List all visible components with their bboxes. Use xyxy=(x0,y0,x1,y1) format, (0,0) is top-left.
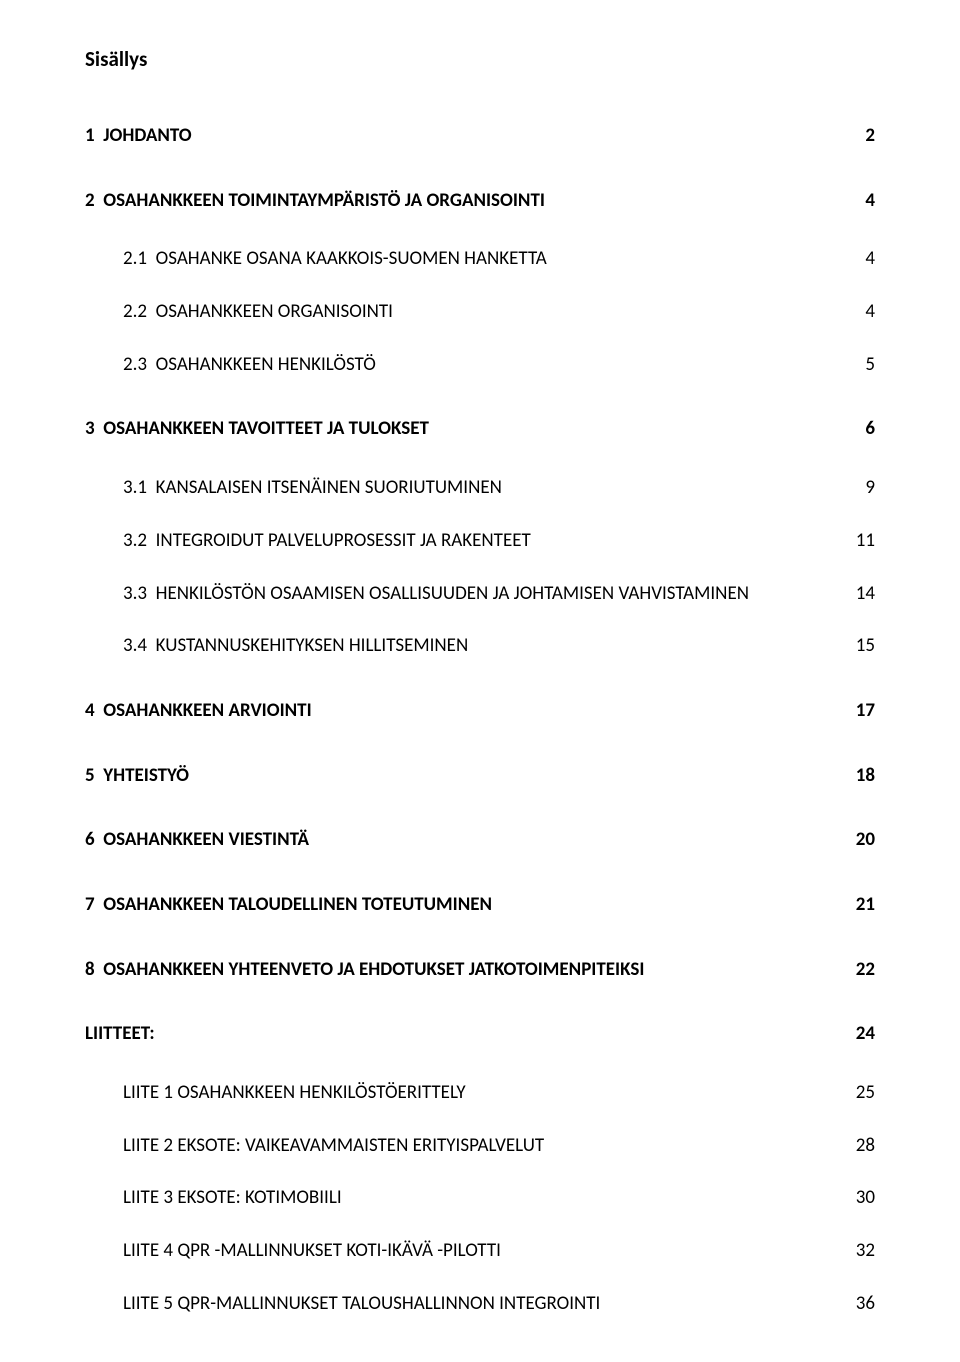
toc-label: 3.2 INTEGROIDUT PALVELUPROSESSIT JA RAKE… xyxy=(123,529,531,554)
toc-page-number: 28 xyxy=(836,1134,875,1159)
toc-entry: 3.3 HENKILÖSTÖN OSAAMISEN OSALLISUUDEN J… xyxy=(85,582,875,607)
toc-page-number: 9 xyxy=(845,476,875,501)
toc-label: LIITE 2 EKSOTE: VAIKEAVAMMAISTEN ERITYIS… xyxy=(123,1134,544,1159)
toc-entry: 2.2 OSAHANKKEEN ORGANISOINTI 4 xyxy=(85,300,875,325)
toc-page-number: 2 xyxy=(845,124,875,149)
toc-entry: 3 OSAHANKKEEN TAVOITTEET JA TULOKSET 6 xyxy=(85,417,875,442)
toc-label: 1 JOHDANTO xyxy=(85,124,192,149)
toc-page-number: 18 xyxy=(836,764,875,789)
toc-page-number: 21 xyxy=(836,893,875,918)
toc-page-number: 25 xyxy=(836,1081,875,1106)
toc-page-number: 30 xyxy=(836,1186,875,1211)
toc-page-number: 14 xyxy=(836,582,875,607)
toc-page-number: 4 xyxy=(845,247,875,272)
toc-entry: LIITE 5 QPR-MALLINNUKSET TALOUSHALLINNON… xyxy=(85,1292,875,1317)
toc-entry: 2 OSAHANKKEEN TOIMINTAYMPÄRISTÖ JA ORGAN… xyxy=(85,189,875,214)
toc-entry: 4 OSAHANKKEEN ARVIOINTI 17 xyxy=(85,699,875,724)
toc-entry: 2.3 OSAHANKKEEN HENKILÖSTÖ 5 xyxy=(85,353,875,378)
toc-label: 2 OSAHANKKEEN TOIMINTAYMPÄRISTÖ JA ORGAN… xyxy=(85,189,545,214)
toc-label: 3.4 KUSTANNUSKEHITYKSEN HILLITSEMINEN xyxy=(123,634,468,659)
toc-page-number: 36 xyxy=(836,1292,875,1317)
toc-entry: LIITTEET: 24 xyxy=(85,1022,875,1047)
toc-entry: 3.1 KANSALAISEN ITSENÄINEN SUORIUTUMINEN… xyxy=(85,476,875,501)
toc-label: LIITE 4 QPR -MALLINNUKSET KOTI-IKÄVÄ -PI… xyxy=(123,1239,501,1264)
toc-page-number: 20 xyxy=(836,828,875,853)
toc-label: LIITE 5 QPR-MALLINNUKSET TALOUSHALLINNON… xyxy=(123,1292,600,1317)
toc-entry: 5 YHTEISTYÖ 18 xyxy=(85,764,875,789)
toc-label: 3 OSAHANKKEEN TAVOITTEET JA TULOKSET xyxy=(85,417,429,442)
toc-page-number: 22 xyxy=(836,958,875,983)
toc-entry: LIITE 4 QPR -MALLINNUKSET KOTI-IKÄVÄ -PI… xyxy=(85,1239,875,1264)
toc-label: 2.3 OSAHANKKEEN HENKILÖSTÖ xyxy=(123,353,376,378)
toc-page-number: 24 xyxy=(836,1022,875,1047)
toc-page-number: 4 xyxy=(845,189,875,214)
toc-entry: 2.1 OSAHANKE OSANA KAAKKOIS-SUOMEN HANKE… xyxy=(85,247,875,272)
toc-page-number: 11 xyxy=(836,529,875,554)
toc-entry: 3.4 KUSTANNUSKEHITYKSEN HILLITSEMINEN 15 xyxy=(85,634,875,659)
toc-entry: LIITE 1 OSAHANKKEEN HENKILÖSTÖERITTELY 2… xyxy=(85,1081,875,1106)
toc-page-number: 4 xyxy=(845,300,875,325)
toc-label: 3.1 KANSALAISEN ITSENÄINEN SUORIUTUMINEN xyxy=(123,476,502,501)
toc-entry: 1 JOHDANTO 2 xyxy=(85,124,875,149)
toc-page-number: 5 xyxy=(845,353,875,378)
toc-label: 2.2 OSAHANKKEEN ORGANISOINTI xyxy=(123,300,393,325)
toc-entry: LIITE 2 EKSOTE: VAIKEAVAMMAISTEN ERITYIS… xyxy=(85,1134,875,1159)
toc-page-number: 6 xyxy=(845,417,875,442)
toc-label: 2.1 OSAHANKE OSANA KAAKKOIS-SUOMEN HANKE… xyxy=(123,247,547,272)
toc-label: LIITE 3 EKSOTE: KOTIMOBIILI xyxy=(123,1186,342,1211)
toc-page-number: 15 xyxy=(836,634,875,659)
toc-label: LIITTEET: xyxy=(85,1022,155,1047)
toc-page: Sisällys 1 JOHDANTO 2 2 OSAHANKKEEN TOIM… xyxy=(0,0,960,1362)
toc-label: 8 OSAHANKKEEN YHTEENVETO JA EHDOTUKSET J… xyxy=(85,958,644,983)
toc-label: 5 YHTEISTYÖ xyxy=(85,764,189,789)
toc-label: 4 OSAHANKKEEN ARVIOINTI xyxy=(85,699,312,724)
toc-entry: LIITE 3 EKSOTE: KOTIMOBIILI 30 xyxy=(85,1186,875,1211)
toc-entry: 6 OSAHANKKEEN VIESTINTÄ 20 xyxy=(85,828,875,853)
toc-page-number: 32 xyxy=(836,1239,875,1264)
toc-page-number: 17 xyxy=(836,699,875,724)
toc-label: 6 OSAHANKKEEN VIESTINTÄ xyxy=(85,828,309,853)
toc-label: 3.3 HENKILÖSTÖN OSAAMISEN OSALLISUUDEN J… xyxy=(123,582,749,607)
toc-label: 7 OSAHANKKEEN TALOUDELLINEN TOTEUTUMINEN xyxy=(85,893,492,918)
toc-entry: 8 OSAHANKKEEN YHTEENVETO JA EHDOTUKSET J… xyxy=(85,958,875,983)
toc-entry: 3.2 INTEGROIDUT PALVELUPROSESSIT JA RAKE… xyxy=(85,529,875,554)
toc-entry: 7 OSAHANKKEEN TALOUDELLINEN TOTEUTUMINEN… xyxy=(85,893,875,918)
toc-label: LIITE 1 OSAHANKKEEN HENKILÖSTÖERITTELY xyxy=(123,1081,466,1106)
toc-title: Sisällys xyxy=(85,46,875,72)
